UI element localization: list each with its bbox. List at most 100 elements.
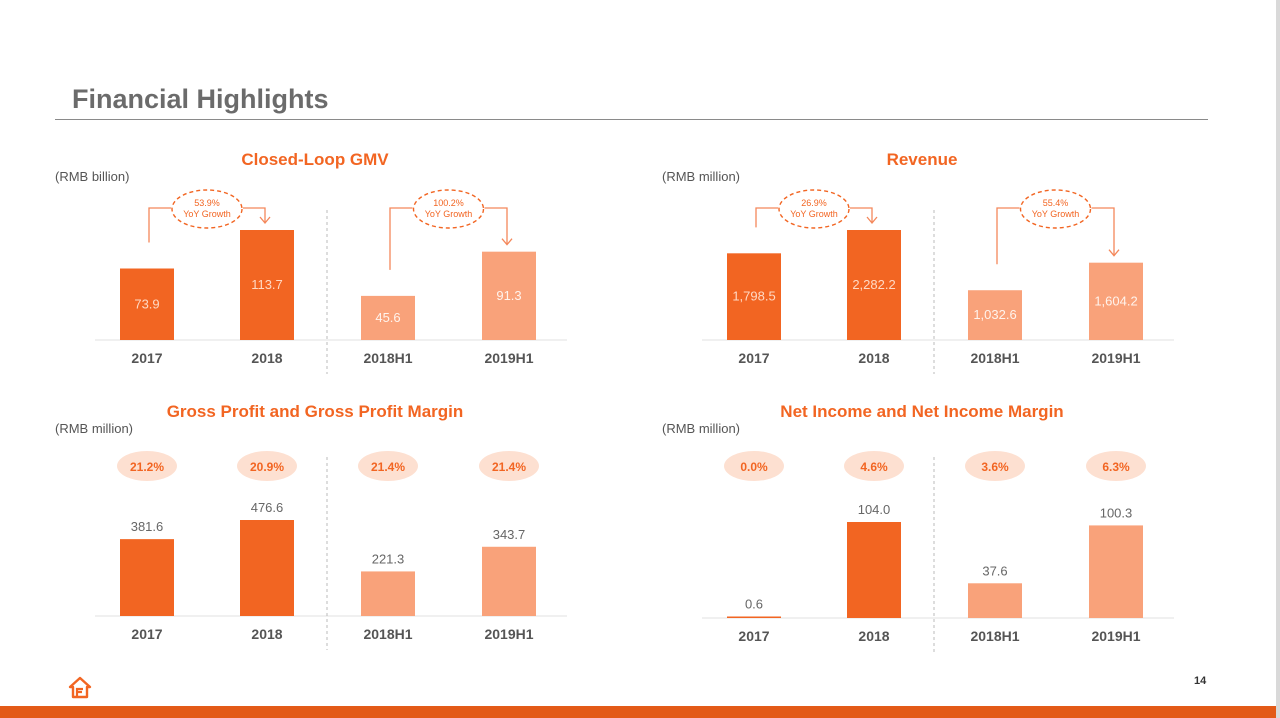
home-logo-icon [68,676,92,699]
chart-title: Closed-Loop GMV [241,150,389,169]
margin-pill [479,451,539,481]
margin-pill [237,451,297,481]
gmv-chart: 73.9 2017 113.7 2018 45.6 2018H1 91.3 2019H1 53.… [95,189,567,374]
growth-arrow-icon [1108,249,1120,257]
category-label: 2018H1 [970,628,1019,644]
net-income-chart: 0.6 2017 104.0 2018 37.6 2018H1 100.3 2019H1 0.0… [702,451,1174,652]
net-income-chart-panel: Net Income and Net Income Margin (RMB mi… [662,402,1182,652]
bar-2019h1 [482,546,536,616]
margin-pill [117,451,177,481]
data-label: 476.6 [251,500,284,515]
bar-2018h1 [361,295,415,340]
page-number: 14 [1194,675,1207,687]
growth-bubble [1019,189,1092,229]
chart-title: Gross Profit and Gross Profit Margin [166,402,464,421]
category-label: 2017 [131,350,162,366]
growth-caption: YoY Growth [183,209,231,219]
margin-pill [844,451,904,481]
bar-2019h1 [1089,262,1143,340]
data-label: 343.7 [493,527,526,542]
bar-2018 [240,520,294,616]
margin-label: 0.0% [740,460,768,474]
bar-2019h1 [482,251,536,340]
data-label: 221.3 [372,551,405,566]
growth-percent: 26.9% [801,198,827,208]
category-label: 2018 [251,350,282,366]
growth-percent: 53.9% [194,198,220,208]
data-label: 381.6 [131,519,164,534]
category-label: 2017 [738,628,769,644]
growth-connector [148,207,266,243]
page-title: Financial Highlights [72,84,329,114]
growth-connector [996,207,1115,265]
growth-arrow-icon [866,216,878,225]
bar-2017 [120,268,174,340]
chart-unit-label: (RMB million) [662,169,740,184]
category-label: 2018 [858,350,889,366]
category-label: 2017 [738,350,769,366]
margin-label: 21.4% [492,460,526,474]
data-label: 73.9 [134,296,159,311]
category-label: 2018 [251,626,282,642]
growth-arrow-icon [501,238,513,246]
data-label: 1,798.5 [732,289,775,304]
bar-2018 [847,230,901,340]
bar-2017 [120,539,174,616]
category-label: 2018 [858,628,889,644]
growth-caption: YoY Growth [425,209,473,219]
margin-pill [965,451,1025,481]
margin-pill [724,451,784,481]
category-label: 2018H1 [970,350,1019,366]
bar-2018h1 [361,571,415,616]
growth-percent: 100.2% [433,198,464,208]
category-label: 2019H1 [484,350,533,366]
title-divider [55,119,1208,120]
margin-label: 6.3% [1102,460,1130,474]
data-label: 45.6 [375,310,400,325]
revenue-chart: 1,798.5 2017 2,282.2 2018 1,032.6 2018H1 1,604… [702,189,1174,374]
bar-2019h1 [1089,525,1143,618]
data-label: 91.3 [496,288,521,303]
growth-bubble [778,189,850,229]
chart-unit-label: (RMB million) [662,421,740,436]
growth-arrow-icon [259,216,271,225]
margin-label: 4.6% [860,460,888,474]
gross-profit-chart-panel: Gross Profit and Gross Profit Margin (RM… [55,402,575,652]
bar-2018h1 [968,290,1022,340]
bar-2018 [847,522,901,618]
chart-title: Net Income and Net Income Margin [780,402,1064,421]
category-label: 2018H1 [363,626,412,642]
bar-2018h1 [968,583,1022,618]
growth-percent: 55.4% [1043,198,1069,208]
category-label: 2017 [131,626,162,642]
growth-connector [755,207,873,228]
data-label: 113.7 [251,277,283,292]
data-label: 100.3 [1100,505,1133,520]
footer-bar [0,706,1280,718]
growth-bubble [171,189,243,229]
chart-unit-label: (RMB billion) [55,169,130,184]
growth-caption: YoY Growth [790,209,838,219]
chart-unit-label: (RMB million) [55,421,133,436]
data-label: 0.6 [745,597,763,612]
revenue-chart-panel: Revenue (RMB million) 1,798.5 2017 2,282.2… [662,150,1182,375]
growth-bubble [412,189,485,229]
margin-label: 3.6% [981,460,1009,474]
margin-label: 20.9% [250,460,284,474]
data-label: 37.6 [982,563,1007,578]
bar-2017 [727,616,781,618]
data-label: 1,032.6 [973,307,1016,322]
growth-caption: YoY Growth [1032,209,1080,219]
data-label: 1,604.2 [1094,293,1137,308]
data-label: 2,282.2 [852,277,895,292]
data-label: 104.0 [858,502,891,517]
category-label: 2019H1 [1091,350,1140,366]
gross-profit-chart: 381.6 2017 476.6 2018 221.3 2018H1 343.7 2019H1… [95,451,567,650]
growth-connector [389,207,508,270]
chart-title: Revenue [886,150,958,169]
bar-2018 [240,230,294,340]
category-label: 2018H1 [363,350,412,366]
category-label: 2019H1 [1091,628,1140,644]
margin-label: 21.4% [371,460,405,474]
category-label: 2019H1 [484,626,533,642]
